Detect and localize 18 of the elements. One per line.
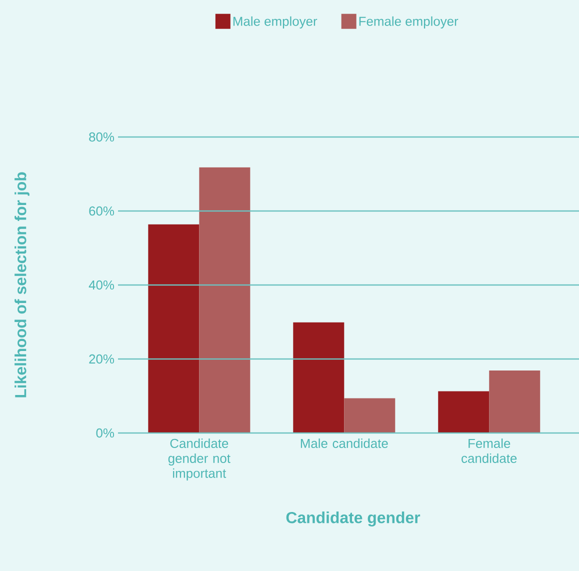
bar: [293, 322, 344, 433]
bar: [148, 224, 200, 433]
y-tick-label: 0%: [96, 428, 114, 438]
y-tick-label: 60%: [89, 206, 114, 216]
x-tick-label: Female candidate: [462, 438, 517, 463]
bar: [489, 370, 540, 433]
bar: [438, 391, 490, 433]
y-tick-label: 80%: [89, 132, 114, 142]
x-axis-title: Candidate gender: [286, 512, 420, 526]
y-tick-label: 40%: [88, 280, 114, 290]
y-axis-title: Likelihood of selection for job: [14, 172, 30, 398]
bar: [344, 398, 396, 433]
y-tick-label: 20%: [89, 354, 114, 364]
x-tick-label: Male candidate: [300, 438, 388, 448]
legend-label: Male employer: [233, 16, 318, 28]
legend-label: Female employer: [359, 16, 458, 28]
x-tick-label: Candidate gender not important: [168, 438, 230, 480]
bar: [199, 167, 250, 433]
